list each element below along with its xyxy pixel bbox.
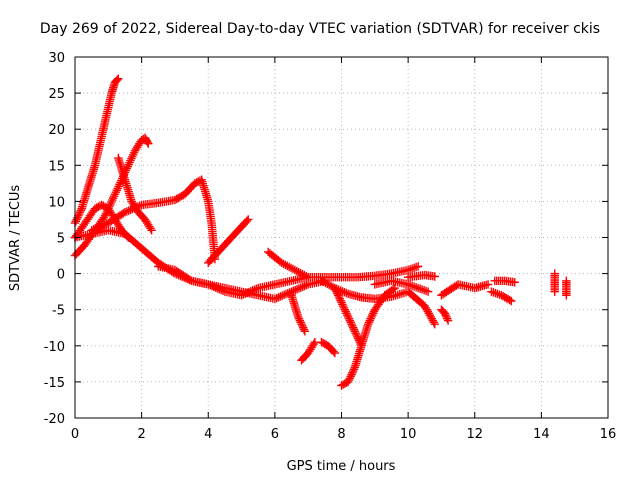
data-point [112, 75, 122, 85]
x-tick-label: 10 [400, 427, 417, 442]
series-arc-f [114, 153, 156, 235]
data-point [357, 341, 366, 350]
y-tick-label: 30 [48, 51, 65, 66]
y-tick-label: 5 [57, 232, 65, 247]
x-tick-label: 0 [71, 427, 79, 442]
y-tick-label: 15 [48, 159, 65, 174]
data-point [244, 215, 253, 224]
data-point [147, 226, 156, 235]
data-point [443, 316, 453, 325]
series-arc-g [154, 262, 313, 300]
y-axis-label: SDTVAR / TECUs [8, 185, 23, 292]
y-tick-label: 10 [48, 195, 65, 210]
x-tick-label: 4 [204, 427, 212, 442]
data-point [330, 348, 340, 358]
data-point [329, 347, 338, 356]
series-arc-j [287, 291, 310, 336]
x-tick-label: 16 [600, 427, 617, 442]
series-arc-d [87, 175, 220, 264]
plot-area [70, 74, 571, 390]
series-arc-i [264, 247, 423, 282]
series-arc-l [317, 337, 340, 358]
series-arc-w [562, 276, 571, 300]
data-point [390, 283, 399, 293]
series-arc-o [330, 283, 366, 350]
data-point [562, 291, 571, 300]
y-tick-label: -15 [44, 376, 65, 391]
series-arc-t [490, 276, 519, 287]
x-tick-label: 12 [466, 427, 483, 442]
y-tick-label: 0 [57, 268, 65, 283]
x-tick-labels: 0 2 4 6 8 10 12 14 16 [71, 427, 616, 442]
y-tick-labels: -20 -15 -10 -5 0 5 10 15 20 25 30 [44, 51, 65, 427]
data-point [430, 272, 439, 281]
data-point [144, 139, 153, 148]
data-point [300, 327, 310, 336]
data-point [430, 319, 439, 329]
data-point [242, 216, 251, 226]
series-arc-u [487, 287, 516, 306]
data-point [483, 280, 493, 289]
x-tick-label: 6 [271, 427, 279, 442]
grid [75, 57, 608, 418]
x-tick-label: 2 [137, 427, 145, 442]
series-arc-v [550, 269, 559, 296]
data-point [510, 278, 519, 287]
series-arc-h [204, 215, 253, 267]
chart-title: Day 269 of 2022, Sidereal Day-to-day VTE… [40, 21, 600, 37]
series-arc-k [297, 337, 320, 365]
data-point [507, 296, 516, 306]
series-arc-r [437, 305, 453, 325]
x-tick-label: 8 [337, 427, 345, 442]
x-tick-label: 14 [533, 427, 550, 442]
x-axis-label: GPS time / hours [287, 459, 396, 474]
data-point [423, 287, 433, 296]
data-point [143, 137, 152, 147]
series-arc-p [370, 276, 433, 296]
data-point [413, 262, 423, 271]
y-tick-label: -5 [52, 304, 65, 319]
y-tick-label: 20 [48, 123, 65, 138]
data-point [114, 74, 123, 83]
series-arc-s [437, 280, 493, 300]
tick-marks [74, 56, 609, 419]
data-point [550, 287, 559, 296]
data-point [310, 337, 320, 347]
y-tick-label: -10 [44, 340, 65, 355]
y-tick-label: 25 [48, 87, 65, 102]
series-arc-a [70, 74, 123, 228]
series-arc-q [403, 270, 439, 282]
y-tick-label: -20 [44, 412, 65, 427]
series-arc-n [337, 283, 399, 390]
